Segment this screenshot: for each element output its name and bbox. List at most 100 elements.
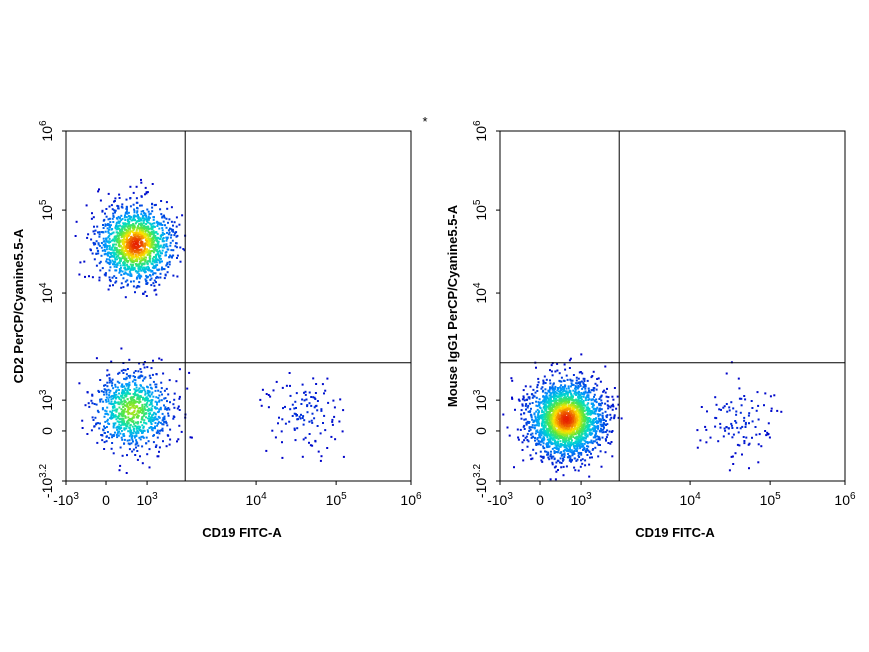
event-dot (593, 440, 596, 443)
event-dot (302, 438, 305, 441)
event-dot (568, 414, 571, 417)
event-dot (580, 431, 583, 434)
event-dot (112, 260, 115, 263)
event-dot (543, 398, 546, 401)
event-dot (151, 239, 154, 242)
event-dot (106, 381, 109, 384)
event-dot (175, 216, 178, 219)
event-dot (134, 255, 137, 258)
event-dot (132, 252, 135, 255)
event-dot (554, 393, 557, 396)
event-dot (549, 398, 552, 401)
event-dot (583, 410, 586, 413)
event-dot (549, 386, 551, 389)
event-dot (537, 401, 540, 404)
event-dot (98, 262, 101, 265)
event-dot (130, 236, 133, 239)
event-dot (110, 248, 113, 251)
event-dot (120, 251, 123, 254)
event-dot (127, 256, 130, 259)
event-dot (557, 444, 559, 447)
event-dot (291, 403, 294, 406)
event-dot (587, 445, 590, 448)
event-dot (604, 365, 607, 368)
event-dot (535, 420, 538, 423)
event-dot (596, 406, 599, 409)
event-dot (594, 412, 597, 415)
event-dot (585, 435, 588, 438)
event-dot (565, 405, 568, 408)
event-dot (109, 261, 112, 264)
event-dot (602, 424, 605, 426)
event-dot (105, 215, 108, 218)
event-dot (134, 454, 137, 456)
event-dot (109, 241, 112, 243)
event-dot (550, 395, 553, 398)
event-dot (123, 237, 126, 240)
event-dot (148, 374, 151, 377)
event-dot (535, 424, 538, 427)
event-dot (105, 393, 108, 396)
event-dot (141, 462, 144, 465)
event-dot (265, 393, 268, 395)
event-dot (591, 406, 594, 409)
event-dot (567, 449, 570, 452)
event-dot (545, 394, 548, 397)
event-dot (87, 233, 90, 236)
event-dot (142, 217, 145, 220)
event-dot (563, 397, 566, 399)
event-dot (104, 409, 107, 412)
event-dot (144, 244, 146, 247)
event-dot (138, 227, 141, 230)
event-dot (586, 428, 589, 431)
event-dot (134, 291, 136, 294)
event-dot (161, 423, 164, 426)
event-dot (115, 434, 118, 436)
event-dot (148, 415, 150, 418)
event-dot (551, 407, 554, 410)
event-dot (138, 262, 141, 265)
event-dot (568, 445, 570, 448)
event-dot (112, 212, 115, 215)
event-dot (546, 413, 549, 416)
event-dot (601, 436, 604, 439)
event-dot (579, 384, 582, 387)
event-dot (125, 231, 128, 234)
event-dot (609, 442, 612, 445)
event-dot (128, 241, 131, 244)
event-dot (117, 254, 119, 257)
event-dot (613, 415, 616, 418)
event-dot (147, 393, 150, 396)
event-dot (120, 230, 123, 233)
event-dot (530, 458, 533, 461)
event-dot (133, 224, 136, 227)
event-dot (592, 389, 595, 392)
event-dot (161, 260, 163, 263)
event-dot (145, 266, 148, 269)
event-dot (128, 358, 131, 361)
event-dot (123, 242, 126, 245)
event-dot (126, 423, 129, 426)
event-dot (560, 437, 563, 439)
event-dot (153, 222, 156, 225)
event-dot (170, 220, 173, 223)
event-dot (108, 373, 111, 376)
event-dot (136, 226, 139, 229)
event-dot (138, 411, 140, 414)
event-dot (313, 396, 316, 399)
event-dot (135, 427, 138, 430)
event-dot (288, 420, 291, 423)
event-dot (582, 382, 585, 385)
event-dot (150, 409, 153, 412)
event-dot (301, 417, 304, 419)
event-dot (587, 409, 590, 412)
event-dot (590, 376, 593, 379)
event-dot (589, 441, 591, 444)
event-dot (577, 402, 579, 405)
event-dot (79, 261, 82, 264)
event-dot (161, 229, 164, 232)
event-dot (605, 416, 608, 419)
event-dot (145, 295, 148, 297)
event-dot (122, 392, 125, 394)
event-dot (157, 240, 160, 243)
